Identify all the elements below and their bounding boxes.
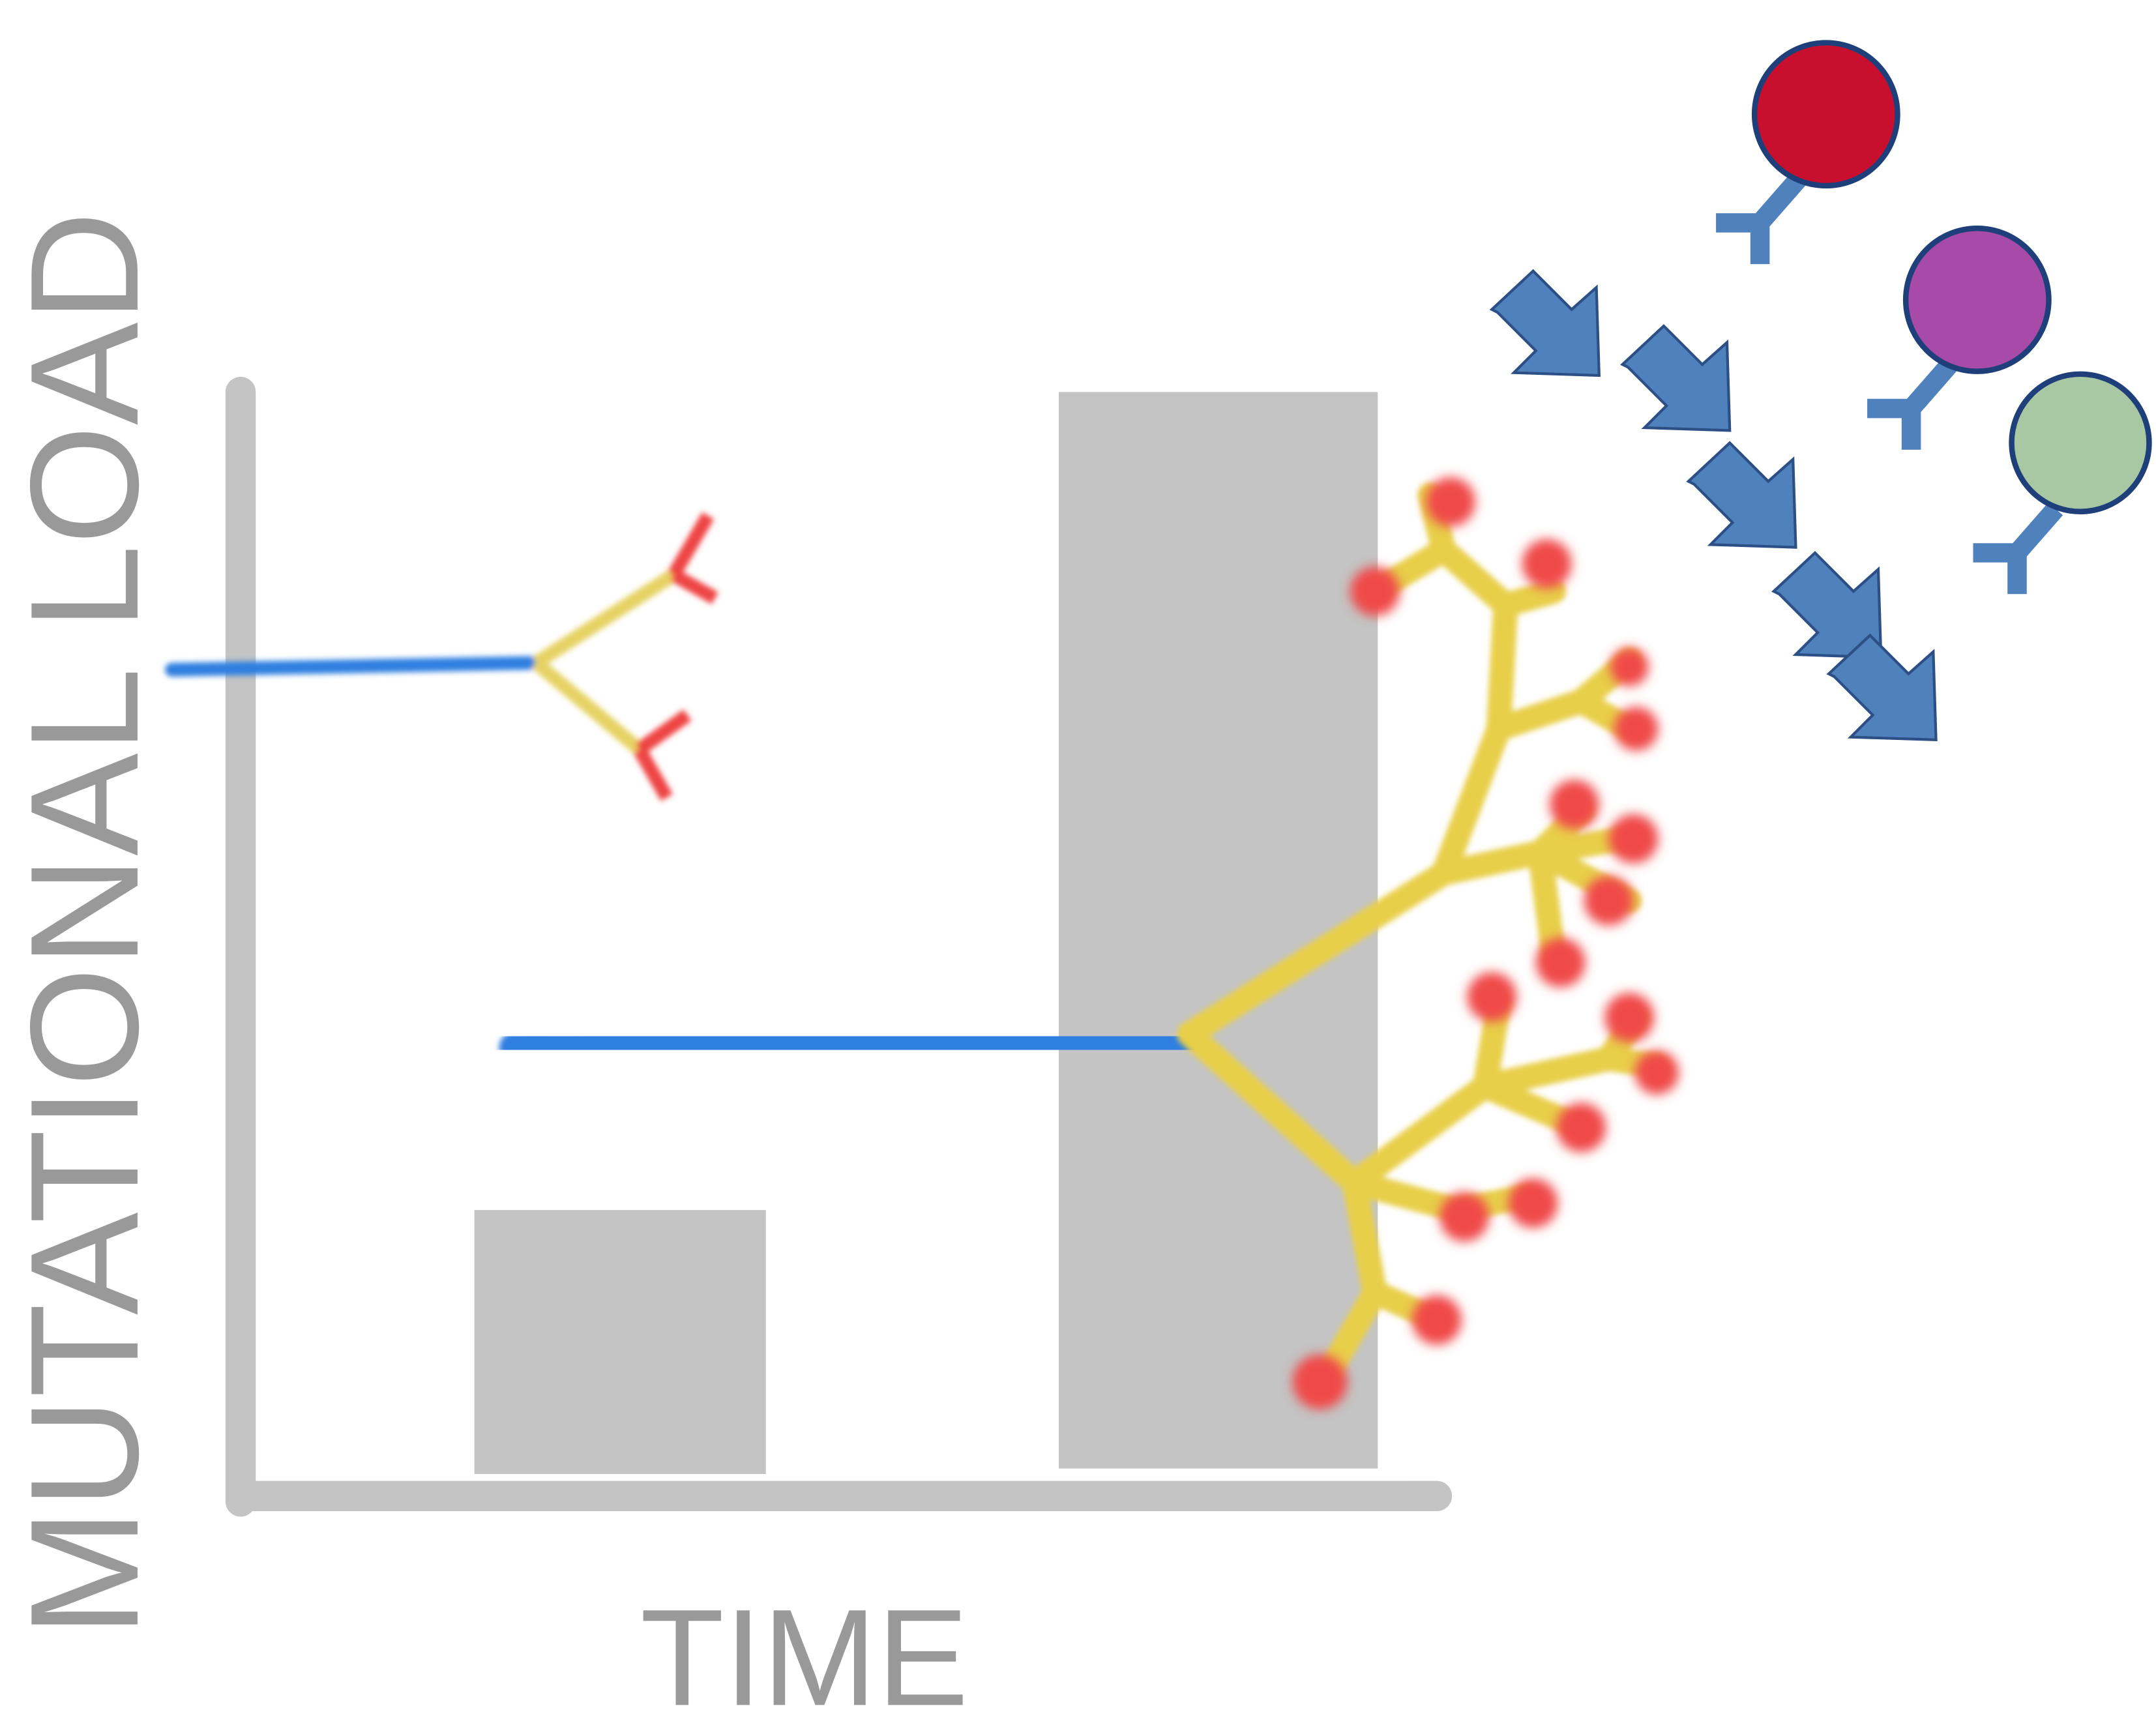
y-axis-label: MUTATIONAL LOAD [0, 211, 171, 1637]
diagram: MUTATIONAL LOAD TIME [0, 0, 2156, 1723]
arrows [1492, 271, 1936, 740]
page: {"axes": {"y_label": "MUTATIONAL LOAD", … [0, 0, 2156, 1723]
x-axis-label: TIME [640, 1580, 969, 1723]
bar-late [1059, 392, 1378, 1468]
bar-early [475, 1210, 766, 1474]
